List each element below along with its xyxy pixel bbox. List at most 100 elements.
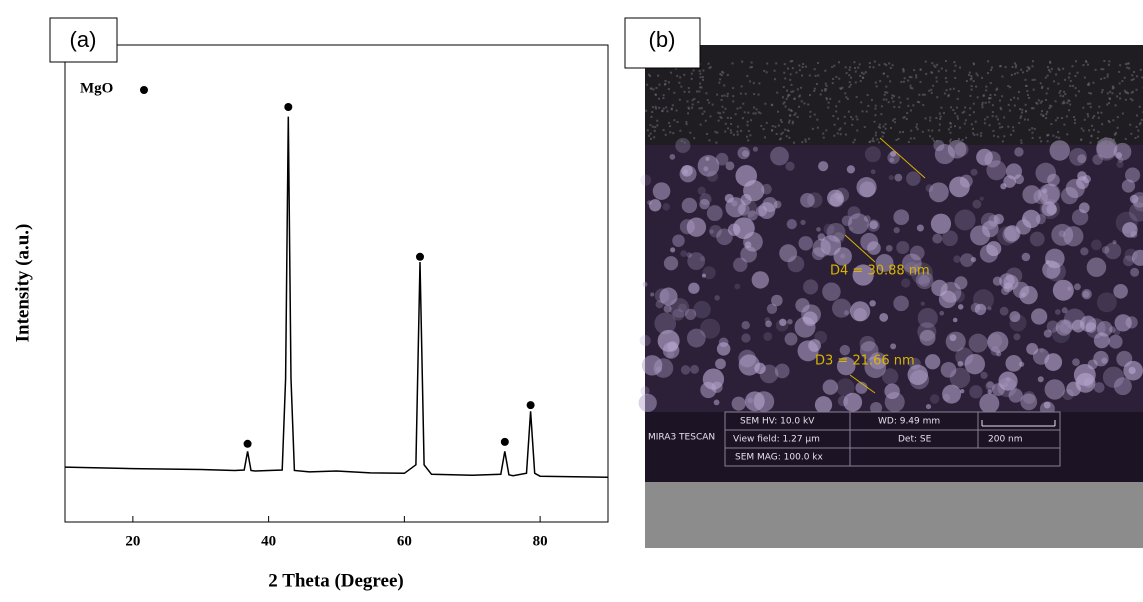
speckle — [942, 230, 958, 246]
speckle — [1032, 60, 1034, 62]
speckle — [915, 76, 917, 78]
speckle — [1052, 135, 1054, 137]
speckle — [727, 74, 729, 76]
speckle — [1055, 73, 1057, 75]
speckle — [763, 332, 772, 341]
speckle — [725, 123, 727, 125]
speckle — [788, 130, 790, 132]
speckle — [969, 107, 971, 109]
speckle — [845, 96, 847, 98]
speckle — [862, 110, 864, 112]
speckle — [1003, 135, 1005, 137]
speckle — [730, 117, 732, 119]
speckle — [741, 61, 743, 63]
speckle — [900, 102, 902, 104]
speckle — [701, 107, 703, 109]
speckle — [869, 66, 871, 68]
speckle — [1049, 61, 1051, 63]
speckle — [936, 81, 938, 83]
speckle — [1010, 134, 1012, 136]
speckle — [931, 130, 933, 132]
speckle — [885, 123, 887, 125]
speckle — [950, 139, 952, 141]
speckle — [910, 130, 912, 132]
speckle — [975, 73, 977, 75]
speckle — [692, 99, 694, 101]
speckle — [702, 79, 704, 81]
speckle — [1031, 127, 1033, 129]
speckle — [1109, 98, 1111, 100]
speckle — [838, 129, 840, 131]
speckle — [930, 89, 932, 91]
speckle — [829, 98, 831, 100]
speckle — [688, 87, 690, 89]
speckle — [939, 311, 944, 316]
speckle — [798, 106, 800, 108]
speckle — [737, 108, 739, 110]
speckle — [1009, 388, 1023, 402]
speckle — [675, 138, 690, 153]
speckle — [879, 124, 881, 126]
speckle — [1058, 137, 1060, 139]
speckle — [917, 224, 924, 231]
speckle — [1107, 74, 1109, 76]
speckle — [795, 112, 797, 114]
speckle — [742, 150, 749, 157]
x-tick-label: 40 — [261, 533, 276, 549]
speckle — [1108, 102, 1110, 104]
speckle — [651, 116, 653, 118]
speckle — [1063, 101, 1065, 103]
speckle — [758, 111, 760, 113]
speckle — [685, 121, 687, 123]
speckle — [1102, 246, 1110, 254]
speckle — [723, 95, 725, 97]
speckle — [1129, 367, 1136, 374]
speckle — [871, 99, 873, 101]
speckle — [672, 234, 685, 247]
speckle — [869, 141, 871, 143]
speckle — [834, 124, 836, 126]
speckle — [885, 99, 887, 101]
speckle — [930, 71, 932, 73]
speckle — [719, 112, 721, 114]
speckle — [1125, 99, 1127, 101]
speckle — [1014, 73, 1016, 75]
speckle — [848, 206, 861, 219]
speckle — [1018, 91, 1020, 93]
speckle — [739, 107, 741, 109]
speckle — [748, 130, 750, 132]
speckle — [931, 280, 947, 296]
x-tick-label: 20 — [125, 533, 140, 549]
speckle — [726, 95, 728, 97]
speckle — [1059, 90, 1061, 92]
speckle — [982, 106, 984, 108]
speckle — [910, 76, 912, 78]
info-text: View field: 1.27 µm — [733, 435, 820, 445]
speckle — [763, 128, 765, 130]
speckle — [1106, 104, 1108, 106]
speckle — [838, 61, 840, 63]
speckle — [1060, 95, 1062, 97]
speckle — [1113, 87, 1115, 89]
speckle — [1027, 66, 1029, 68]
speckle — [1025, 110, 1027, 112]
speckle — [1021, 112, 1023, 114]
speckle — [931, 62, 933, 64]
speckle — [1066, 102, 1068, 104]
speckle — [906, 118, 908, 120]
speckle — [1003, 175, 1016, 188]
speckle — [889, 158, 894, 163]
speckle — [665, 80, 667, 82]
speckle — [845, 133, 847, 135]
speckle — [684, 142, 686, 144]
speckle — [1130, 98, 1132, 100]
speckle — [954, 112, 956, 114]
speckle — [881, 105, 883, 107]
speckle — [849, 69, 851, 71]
speckle — [658, 107, 660, 109]
xrd-line — [65, 117, 608, 478]
speckle — [949, 177, 970, 198]
speckle — [750, 119, 752, 121]
speckle — [1010, 314, 1027, 331]
speckle — [1033, 89, 1035, 91]
